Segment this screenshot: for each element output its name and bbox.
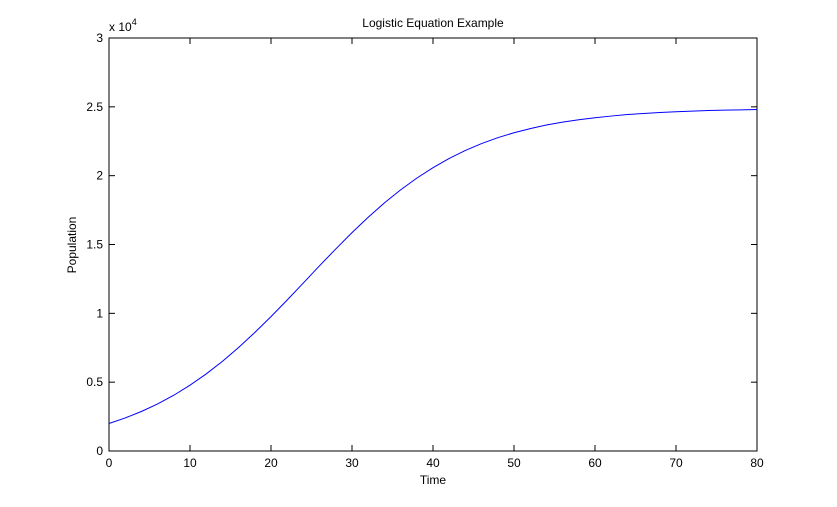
y-tick-label: 3 [96,31,103,45]
y-tick-label: 2.5 [86,100,103,114]
x-tick-label: 80 [750,456,764,470]
x-tick-label: 70 [669,456,683,470]
x-tick-label: 40 [426,456,440,470]
x-tick-label: 50 [507,456,521,470]
x-axis-label: Time [420,473,447,487]
y-scale-label: x 104 [109,17,137,34]
y-tick-label: 0 [96,444,103,458]
y-scale-exponent: 4 [132,17,137,27]
y-axis-label: Population [65,217,79,274]
y-tick-label: 1 [96,306,103,320]
x-tick-label: 20 [264,456,278,470]
x-tick-label: 60 [588,456,602,470]
x-tick-label: 30 [345,456,359,470]
y-tick-label: 0.5 [86,375,103,389]
chart-title: Logistic Equation Example [362,16,504,30]
data-line [108,108,758,424]
y-tick-label: 1.5 [86,238,103,252]
x-tick-label: 10 [183,456,197,470]
x-tick-label: 0 [106,456,113,470]
y-scale-base: x 10 [109,20,132,34]
y-tick-label: 2 [96,169,103,183]
